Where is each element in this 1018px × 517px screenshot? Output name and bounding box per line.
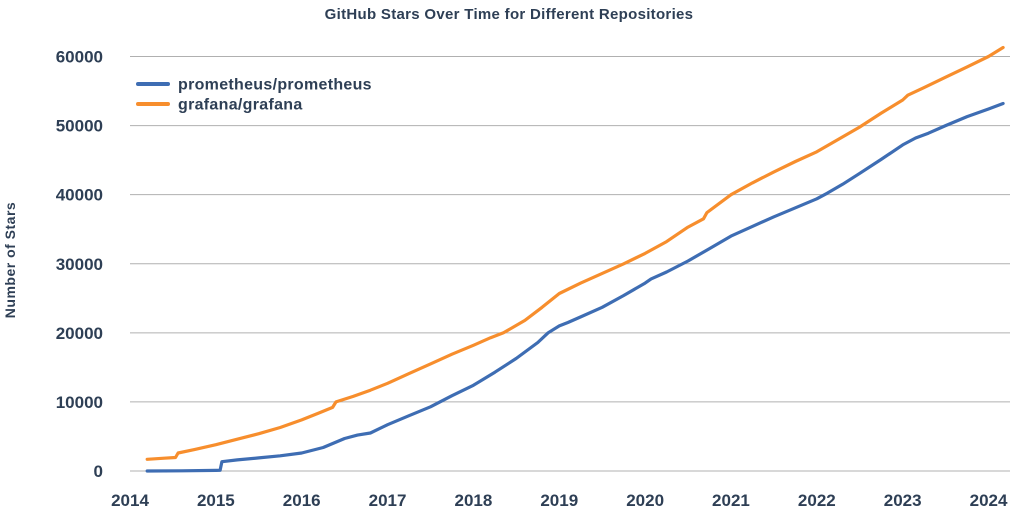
- y-tick-labels: 0 10000 20000 30000 40000 50000 60000: [56, 48, 103, 482]
- y-tick-label: 30000: [56, 255, 103, 274]
- gridlines: [130, 56, 1010, 472]
- x-tick-label: 2024: [970, 491, 1008, 510]
- x-tick-label: 2022: [798, 491, 836, 510]
- x-tick-label: 2019: [540, 491, 578, 510]
- y-tick-label: 50000: [56, 117, 103, 136]
- y-tick-label: 0: [94, 462, 103, 481]
- x-tick-label: 2014: [111, 491, 149, 510]
- x-tick-label: 2020: [626, 491, 664, 510]
- series-line-prometheus-prometheus: [145, 101, 1005, 473]
- legend: prometheus/prometheus grafana/grafana: [136, 77, 372, 114]
- legend-label-grafana-grafana: grafana/grafana: [178, 97, 303, 114]
- y-tick-label: 60000: [56, 48, 103, 67]
- y-tick-label: 20000: [56, 324, 103, 343]
- chart-title: GitHub Stars Over Time for Different Rep…: [325, 6, 694, 23]
- x-tick-label: 2017: [369, 491, 407, 510]
- x-tick-label: 2015: [197, 491, 235, 510]
- x-tick-label: 2023: [884, 491, 922, 510]
- x-tick-label: 2018: [455, 491, 493, 510]
- x-tick-labels: 2014 2015 2016 2017 2018 2019 2020 2021 2022 2023…: [111, 491, 1008, 510]
- series-lines: [145, 45, 1005, 473]
- legend-label-prometheus-prometheus: prometheus/prometheus: [178, 77, 372, 94]
- x-tick-label: 2021: [712, 491, 750, 510]
- y-tick-label: 40000: [56, 186, 103, 205]
- y-tick-label: 10000: [56, 393, 103, 412]
- series-line-grafana-grafana: [145, 45, 1005, 461]
- x-tick-label: 2016: [283, 491, 321, 510]
- y-axis-label: Number of Stars: [2, 202, 18, 318]
